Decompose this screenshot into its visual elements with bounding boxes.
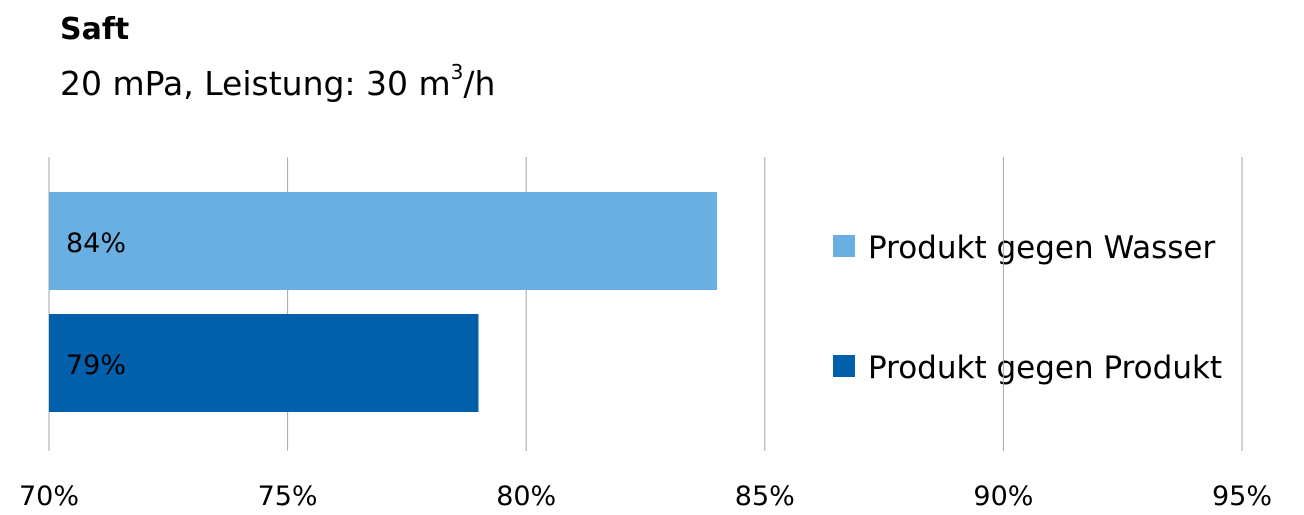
x-tick-label: 95% xyxy=(1212,481,1272,512)
x-tick-label: 75% xyxy=(258,481,318,512)
bar xyxy=(49,314,479,412)
chart-subtitle: 20 mPa, Leistung: 30 m3/h xyxy=(60,62,495,106)
legend-swatch xyxy=(833,355,855,377)
subtitle-unit: /h xyxy=(463,64,496,103)
x-tick-label: 80% xyxy=(496,481,556,512)
chart-title: Saft xyxy=(60,12,130,47)
bar-value-label: 79% xyxy=(66,350,126,381)
legend-label: Produkt gegen Produkt xyxy=(868,350,1222,386)
x-axis-ticks: 70% 75% 80% 85% 90% 95% xyxy=(19,481,1272,512)
bars: 84% 79% xyxy=(49,192,718,412)
subtitle-superscript: 3 xyxy=(450,60,464,84)
subtitle-text: 20 mPa, Leistung: 30 m xyxy=(60,64,451,103)
x-tick-label: 90% xyxy=(973,481,1033,512)
legend-label: Produkt gegen Wasser xyxy=(868,230,1216,266)
bar xyxy=(49,192,718,290)
x-tick-label: 85% xyxy=(735,481,795,512)
x-tick-label: 70% xyxy=(19,481,79,512)
bar-value-label: 84% xyxy=(66,228,126,259)
legend: Produkt gegen Wasser Produkt gegen Produk… xyxy=(833,230,1222,386)
chart-header: Saft 20 mPa, Leistung: 30 m3/h xyxy=(60,10,495,106)
legend-swatch xyxy=(833,235,855,257)
